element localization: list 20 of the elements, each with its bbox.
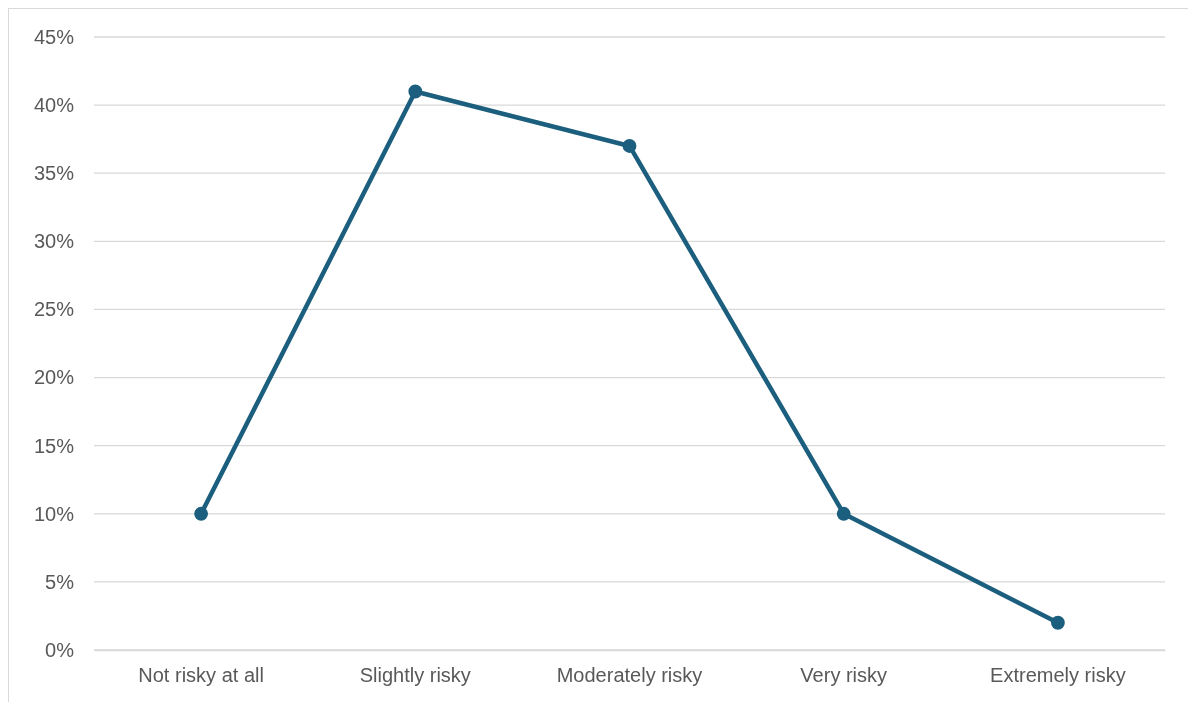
y-tick-label: 25%	[33, 298, 75, 321]
x-tick-label: Slightly risky	[359, 664, 471, 687]
y-tick-label: 30%	[33, 230, 75, 253]
x-tick-label: Extremely risky	[990, 664, 1126, 687]
point	[1050, 615, 1065, 630]
y-tick-label: 5%	[45, 570, 75, 593]
point	[836, 506, 851, 521]
y-tick-label: 20%	[33, 366, 75, 389]
x-tick-label: Not risky at all	[138, 664, 264, 687]
y-tick-label: 10%	[33, 502, 75, 525]
y-tick-label: 45%	[33, 25, 75, 48]
y-tick-label: 0%	[45, 638, 75, 661]
x-tick-label: Very risky	[800, 664, 888, 687]
y-tick-label: 35%	[33, 162, 75, 185]
y-tick-label: 15%	[33, 434, 75, 457]
x-tick-label: Moderately risky	[556, 664, 703, 687]
point	[408, 84, 423, 99]
y-tick-label: 40%	[33, 94, 75, 117]
point	[622, 139, 637, 153]
point	[194, 506, 209, 521]
